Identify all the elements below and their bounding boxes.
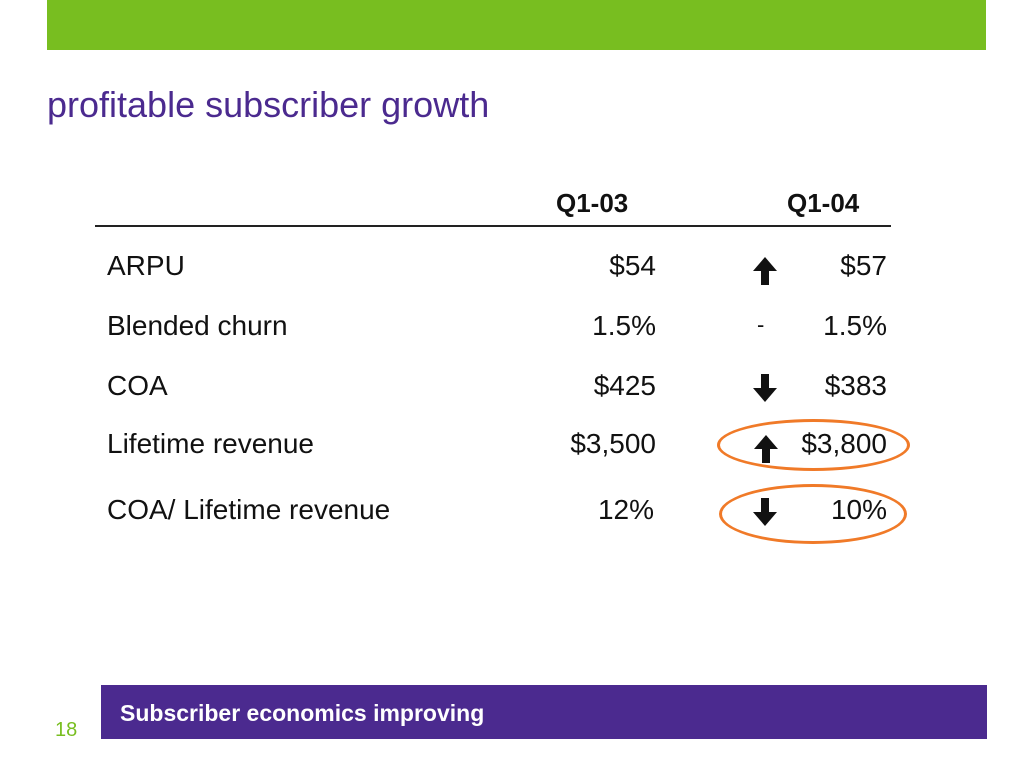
header-divider (95, 225, 891, 227)
takeaway-text: Subscriber economics improving (120, 700, 485, 726)
down-arrow-icon (753, 498, 777, 526)
row-label: Lifetime revenue (107, 428, 315, 459)
q1-03-value: 1.5% (592, 310, 656, 341)
up-arrow-icon (754, 435, 778, 463)
q1-04-value: 10% (830, 494, 887, 525)
q1-04-value: $3,800 (801, 428, 887, 459)
highlight-ring (717, 419, 910, 471)
top-accent-bar (47, 0, 986, 50)
highlight-ring (719, 484, 907, 544)
table-row: Lifetime revenue $3,500 $3,800 (0, 428, 1024, 468)
row-label: COA/ Lifetime revenue (107, 494, 391, 525)
no-change-dash: - (757, 312, 765, 337)
table-row: ARPU $54 $57 (0, 250, 1024, 290)
row-label: ARPU (107, 250, 185, 281)
q1-03-value: $54 (609, 250, 656, 281)
row-label: COA (107, 370, 168, 401)
column-header-q1-04: Q1-04 (787, 188, 860, 218)
up-arrow-icon (753, 257, 777, 285)
q1-03-value: 12% (597, 494, 654, 525)
down-arrow-icon (753, 374, 777, 402)
page-number: 18 (55, 719, 78, 741)
slide-title: profitable subscriber growth (47, 84, 490, 125)
row-label: Blended churn (107, 310, 288, 341)
q1-04-value: $383 (824, 370, 887, 401)
q1-04-value: 1.5% (823, 310, 887, 341)
q1-03-value: $425 (593, 370, 656, 401)
table-row: Blended churn 1.5% - 1.5% (0, 310, 1024, 350)
table-row: COA $425 $383 (0, 370, 1024, 410)
q1-04-value: $57 (840, 250, 887, 281)
q1-03-value: $3,500 (570, 428, 656, 459)
table-row: COA/ Lifetime revenue 12% 10% (0, 494, 1024, 534)
column-header-q1-03: Q1-03 (556, 188, 629, 218)
takeaway-banner (101, 685, 987, 739)
